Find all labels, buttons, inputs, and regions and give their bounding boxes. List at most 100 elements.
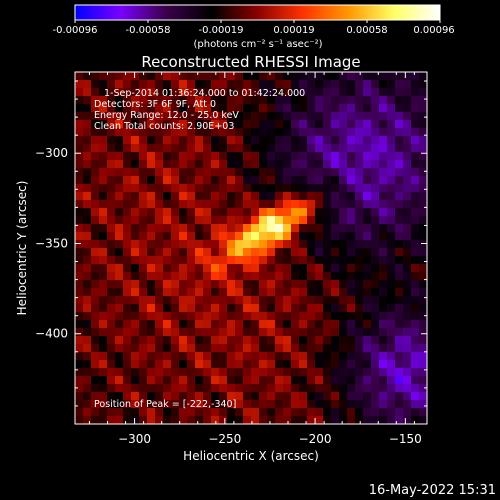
heatmap-cell (91, 96, 99, 104)
heatmap-cell (123, 176, 131, 184)
heatmap-cell (267, 184, 275, 192)
heatmap-cell (211, 176, 219, 184)
heatmap-cell (275, 408, 283, 416)
heatmap-cell (107, 120, 115, 128)
heatmap-cell (235, 176, 243, 184)
heatmap-cell (163, 256, 171, 264)
heatmap-cell (123, 240, 131, 248)
heatmap-cell (187, 88, 195, 96)
heatmap-cell (235, 360, 243, 368)
heatmap-cell (339, 232, 347, 240)
heatmap-cell (419, 280, 427, 288)
heatmap-cell (331, 400, 339, 408)
heatmap-cell (83, 304, 91, 312)
heatmap-cell (107, 216, 115, 224)
heatmap-cell (419, 248, 427, 256)
heatmap-cell (107, 72, 115, 80)
heatmap-cell (243, 296, 251, 304)
heatmap-cell (283, 192, 291, 200)
heatmap-cell (395, 96, 403, 104)
heatmap-cell (395, 344, 403, 352)
heatmap-cell (107, 280, 115, 288)
heatmap-cell (203, 112, 211, 120)
heatmap-cell (315, 328, 323, 336)
heatmap-cell (123, 416, 131, 424)
heatmap-cell (75, 72, 83, 80)
heatmap-cell (339, 320, 347, 328)
heatmap-cell (251, 144, 259, 152)
heatmap-cell (291, 88, 299, 96)
heatmap-cell (203, 104, 211, 112)
heatmap-cell (403, 392, 411, 400)
heatmap-cell (411, 240, 419, 248)
heatmap-cell (187, 376, 195, 384)
heatmap-cell (83, 400, 91, 408)
heatmap-cell (291, 256, 299, 264)
heatmap-cell (139, 96, 147, 104)
heatmap-cell (91, 80, 99, 88)
heatmap-cell (155, 112, 163, 120)
heatmap-cell (267, 224, 275, 232)
heatmap-cell (179, 216, 187, 224)
heatmap-cell (195, 88, 203, 96)
heatmap-cell (123, 88, 131, 96)
heatmap-cell (171, 160, 179, 168)
heatmap-cell (163, 88, 171, 96)
heatmap-cell (387, 288, 395, 296)
heatmap-cell (195, 160, 203, 168)
heatmap-cell (211, 360, 219, 368)
heatmap-cell (131, 184, 139, 192)
heatmap-cell (203, 176, 211, 184)
heatmap-cell (171, 392, 179, 400)
heatmap-cell (355, 272, 363, 280)
heatmap-cell (203, 328, 211, 336)
heatmap-cell (323, 120, 331, 128)
heatmap-cell (163, 360, 171, 368)
heatmap-cell (227, 208, 235, 216)
heatmap-cell (363, 224, 371, 232)
heatmap-cell (219, 312, 227, 320)
heatmap-cell (283, 72, 291, 80)
heatmap-cell (419, 328, 427, 336)
heatmap-cell (387, 344, 395, 352)
heatmap-cell (379, 168, 387, 176)
heatmap-cell (123, 264, 131, 272)
heatmap-cell (331, 184, 339, 192)
heatmap-cell (83, 360, 91, 368)
heatmap-cell (379, 136, 387, 144)
colorbar-ticks (74, 20, 441, 23)
heatmap-cell (355, 328, 363, 336)
heatmap-cell (379, 248, 387, 256)
heatmap-cell (291, 80, 299, 88)
heatmap-cell (331, 128, 339, 136)
heatmap-cell (403, 128, 411, 136)
heatmap-cell (251, 240, 259, 248)
heatmap-cell (195, 184, 203, 192)
heatmap-cell (355, 304, 363, 312)
heatmap-cell (283, 320, 291, 328)
heatmap-cell (187, 352, 195, 360)
heatmap-cell (235, 344, 243, 352)
heatmap-cell (179, 128, 187, 136)
heatmap-cell (107, 136, 115, 144)
footer-timestamp: 16-May-2022 15:31 (369, 483, 496, 498)
heatmap-cell (411, 360, 419, 368)
heatmap-cell (411, 136, 419, 144)
heatmap-cell (187, 200, 195, 208)
heatmap-cell (315, 96, 323, 104)
heatmap-cell (339, 368, 347, 376)
heatmap-cell (299, 336, 307, 344)
heatmap-cell (107, 376, 115, 384)
heatmap-cell (187, 112, 195, 120)
heatmap-cell (91, 136, 99, 144)
heatmap-cell (131, 352, 139, 360)
heatmap-cell (139, 184, 147, 192)
heatmap-cell (179, 192, 187, 200)
heatmap-cell (315, 296, 323, 304)
heatmap-cell (219, 352, 227, 360)
heatmap-cell (115, 192, 123, 200)
heatmap-cell (139, 392, 147, 400)
heatmap-cell (115, 216, 123, 224)
heatmap-cell (363, 288, 371, 296)
heatmap-cell (91, 376, 99, 384)
